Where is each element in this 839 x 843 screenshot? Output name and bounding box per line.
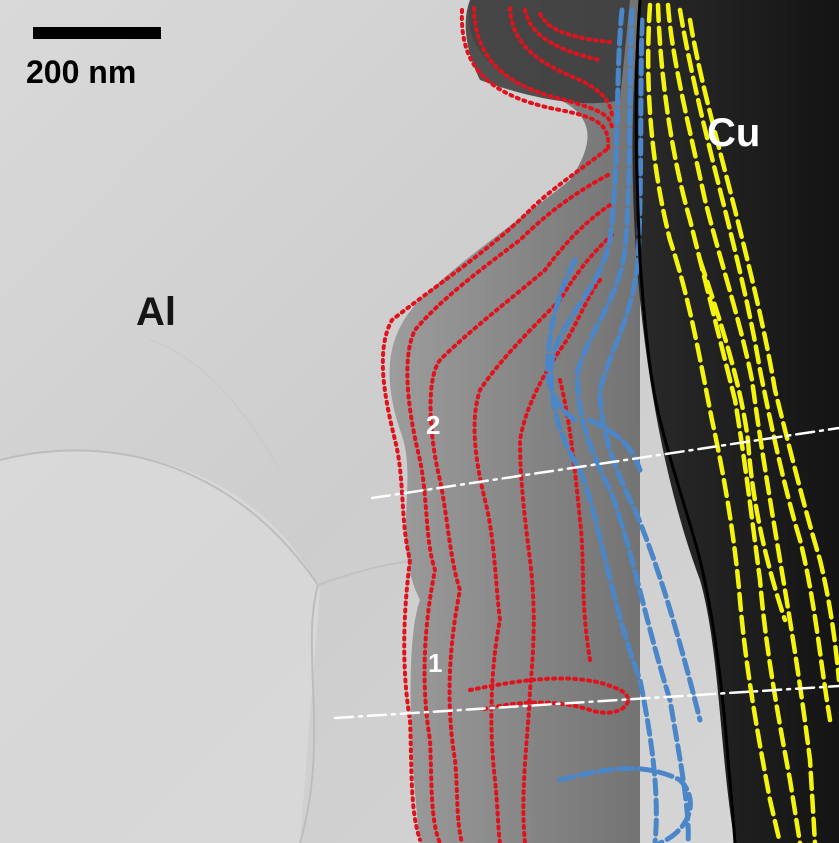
profile-marker-2: 2 bbox=[426, 412, 440, 438]
al-region-label: Al bbox=[136, 292, 176, 332]
profile-marker-1: 1 bbox=[428, 650, 442, 676]
scale-bar-label: 200 nm bbox=[26, 56, 136, 88]
scale-bar bbox=[33, 27, 161, 39]
cu-region-label: Cu bbox=[707, 113, 760, 153]
